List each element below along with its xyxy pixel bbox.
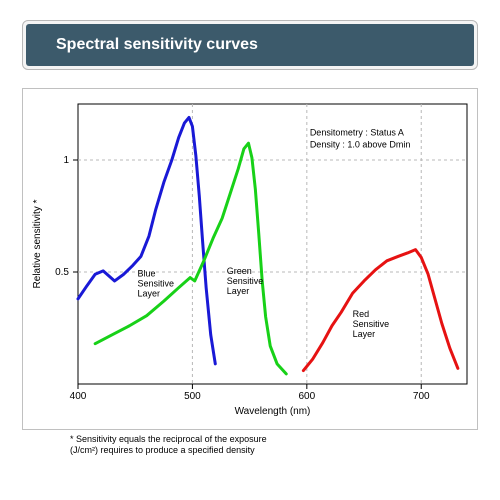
svg-text:500: 500 <box>184 391 201 402</box>
series-red-sensitive-layer <box>303 250 457 371</box>
series-blue-sensitive-layer <box>78 117 215 363</box>
densitometry-info: Density : 1.0 above Dmin <box>310 139 411 149</box>
x-axis-label: Wavelength (nm) <box>235 406 311 417</box>
series-label: Sensitive <box>227 276 264 286</box>
svg-text:400: 400 <box>70 391 87 402</box>
svg-text:1: 1 <box>63 155 69 166</box>
densitometry-info: Densitometry : Status A <box>310 127 404 137</box>
series-label: Layer <box>137 288 160 298</box>
series-label: Red <box>353 309 370 319</box>
svg-text:600: 600 <box>298 391 315 402</box>
plot-area: 4005006007000.51Wavelength (nm)Relative … <box>78 104 467 384</box>
series-label: Layer <box>353 329 376 339</box>
chart-svg: 4005006007000.51Wavelength (nm)Relative … <box>78 104 467 384</box>
y-axis-label: Relative sensitivity * <box>32 199 43 288</box>
title-bar: Spectral sensitivity curves <box>22 20 478 70</box>
series-label: Layer <box>227 286 250 296</box>
svg-text:700: 700 <box>413 391 430 402</box>
chart-footnote: * Sensitivity equals the reciprocal of t… <box>70 434 478 457</box>
page-title: Spectral sensitivity curves <box>26 24 474 66</box>
series-label: Blue <box>137 268 155 278</box>
series-label: Green <box>227 266 252 276</box>
series-green-sensitive-layer <box>95 143 286 374</box>
svg-text:0.5: 0.5 <box>55 267 69 278</box>
spectral-chart: 400 500 600 700 0.5 1 Wavelength (nm) Relative … <box>22 88 478 430</box>
series-label: Sensitive <box>137 278 174 288</box>
series-label: Sensitive <box>353 319 390 329</box>
